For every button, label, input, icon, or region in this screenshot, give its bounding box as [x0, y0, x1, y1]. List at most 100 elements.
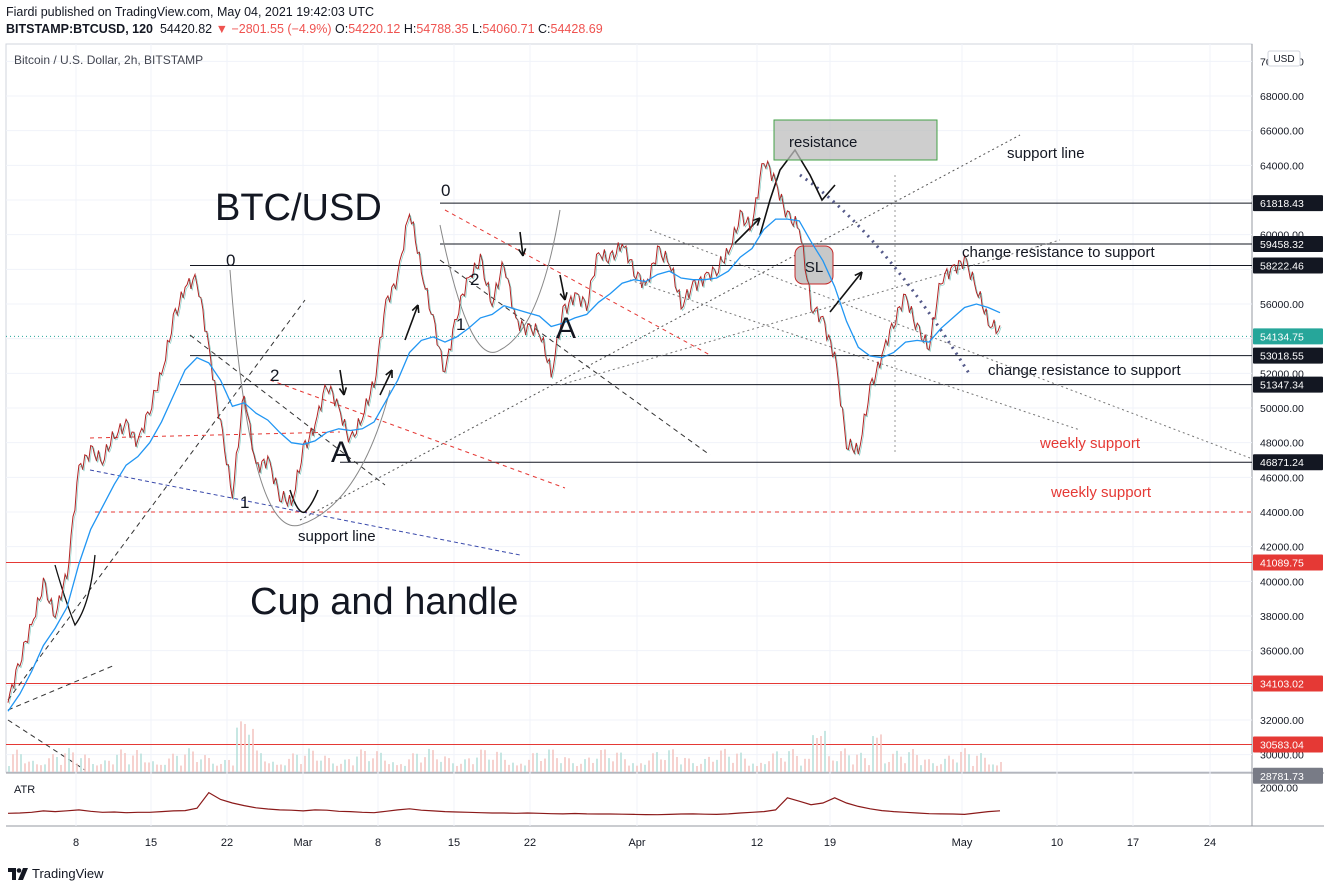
annotation-support-line-bottom: support line — [298, 528, 376, 545]
volume-bar — [128, 764, 130, 772]
volume-bar — [888, 761, 890, 772]
y-tick-label: 68000.00 — [1260, 91, 1304, 103]
volume-bar — [212, 763, 214, 772]
price-label-box — [1253, 554, 1323, 571]
y-tick-label: 32000.00 — [1260, 715, 1304, 727]
y-tick-label: 48000.00 — [1260, 438, 1304, 450]
volume-bar — [404, 765, 406, 772]
volume-bar — [272, 761, 274, 772]
publisher-line: Fiardi published on TradingView.com, May… — [6, 5, 375, 19]
y-tick-label: 40000.00 — [1260, 576, 1304, 588]
arrow-up-2-head — [385, 369, 393, 379]
volume-bar — [28, 761, 30, 772]
volume-bar — [196, 762, 198, 772]
volume-bar — [160, 764, 162, 772]
volume-bar — [952, 759, 954, 772]
volume-bar — [508, 764, 510, 772]
volume-bar — [708, 756, 710, 772]
volume-bar — [208, 758, 210, 772]
volume-bar — [80, 758, 82, 772]
volume-bar — [280, 764, 282, 772]
volume-bar — [68, 748, 70, 772]
volume-bar — [844, 748, 846, 772]
volume-bar — [788, 751, 790, 772]
volume-bar — [148, 762, 150, 772]
volume-bar — [436, 759, 438, 772]
volume-bar — [236, 727, 238, 772]
volume-bar — [816, 737, 818, 772]
red-dash-2 — [269, 379, 566, 489]
volume-bar — [260, 753, 262, 772]
y-tick-label: 38000.00 — [1260, 611, 1304, 623]
volume-bar — [108, 760, 110, 772]
high-label: H: — [403, 22, 417, 36]
volume-bar — [780, 758, 782, 772]
volume-bar — [764, 764, 766, 772]
volume-bar — [320, 760, 322, 772]
y-tick-label: 36000.00 — [1260, 646, 1304, 658]
footer-brand[interactable]: TradingView — [32, 866, 104, 881]
price-label: 41089.75 — [1260, 557, 1304, 569]
volume-bar — [672, 749, 674, 772]
y-tick-label: 66000.00 — [1260, 126, 1304, 138]
price-label-box — [1253, 347, 1323, 364]
cup-curve-2 — [439, 209, 561, 353]
annotation-resistance: resistance — [789, 134, 857, 151]
volume-bar — [388, 764, 390, 772]
volume-bar — [364, 751, 366, 772]
volume-bar — [956, 762, 958, 772]
volume-bar — [24, 763, 26, 772]
price-label-box — [1253, 675, 1323, 692]
volume-bar — [892, 753, 894, 772]
volume-bar — [72, 752, 74, 772]
volume-bar — [988, 764, 990, 772]
open-value: 54220.12 — [348, 22, 401, 36]
arrow-down-3-head — [559, 292, 568, 301]
volume-bar — [604, 749, 606, 772]
volume-bar — [308, 748, 310, 772]
atr-series — [7, 791, 1001, 816]
annotation-change-1: change resistance to support — [962, 244, 1155, 261]
currency-badge-box[interactable] — [1267, 50, 1301, 67]
volume-bar — [300, 764, 302, 772]
volume-bar — [400, 764, 402, 772]
price-label-box — [1253, 736, 1323, 753]
x-tick-label: 15 — [145, 837, 157, 849]
volume-bar — [744, 758, 746, 772]
volume-bar — [608, 758, 610, 772]
volume-bar — [76, 763, 78, 772]
volume-bar — [152, 761, 154, 772]
volume-bar — [228, 759, 230, 772]
volume-bar — [560, 763, 562, 772]
arrow-down-1 — [339, 369, 345, 396]
high-value: 54788.35 — [416, 22, 469, 36]
volume-bar — [352, 765, 354, 772]
price-label: 54134.75 — [1260, 331, 1304, 343]
volume-bar — [860, 752, 862, 772]
volume-bar — [692, 763, 694, 772]
volume-bar — [812, 735, 814, 772]
volume-bar — [556, 758, 558, 772]
x-tick-label: Mar — [294, 837, 313, 849]
price-label-box — [1253, 767, 1323, 784]
volume-bar — [828, 756, 830, 772]
annotation-change-2: change resistance to support — [988, 362, 1181, 379]
volume-bar — [164, 764, 166, 772]
volume-bar — [472, 764, 474, 772]
volume-bar — [468, 758, 470, 772]
volume-bar — [192, 751, 194, 772]
volume-bar — [340, 763, 342, 772]
volume-bar — [652, 753, 654, 772]
volume-bar — [712, 761, 714, 772]
volume-bar — [356, 756, 358, 772]
price-label: 53018.55 — [1260, 351, 1304, 363]
volume-bar — [688, 758, 690, 772]
volume-bar — [276, 764, 278, 772]
x-tick-label: 12 — [751, 837, 763, 849]
volume-bar — [504, 759, 506, 772]
volume-bar — [908, 752, 910, 772]
annotation-a-2: A — [556, 312, 576, 345]
volume-bar — [808, 758, 810, 772]
x-tick-label: 8 — [73, 837, 79, 849]
